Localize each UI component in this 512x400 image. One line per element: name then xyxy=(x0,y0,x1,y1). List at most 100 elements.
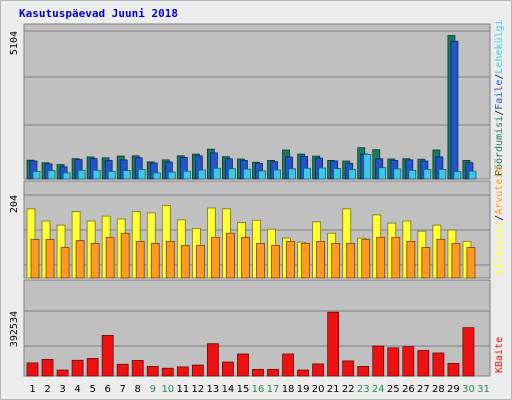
bar-day-9-series-2 xyxy=(150,243,160,279)
bar-day-6-series-3 xyxy=(107,171,116,180)
bar-day-16-series-3 xyxy=(258,170,266,180)
bar-day-20-series-2 xyxy=(316,240,326,279)
bar-day-12-series-3 xyxy=(197,169,206,180)
bar-day-13-series-3 xyxy=(212,167,221,180)
x-tick-label: 29 xyxy=(447,384,460,395)
bar-day-28-series-3 xyxy=(438,169,447,180)
x-tick-label: 3 xyxy=(59,384,65,395)
bar-day-29-series-3 xyxy=(453,171,462,180)
bar-day-22-series-2 xyxy=(346,243,356,279)
x-tick-label: 16 xyxy=(252,384,265,395)
legend-entry-3: Arvuteid xyxy=(494,167,505,215)
bar-day-10-series-1 xyxy=(161,367,174,377)
bar-day-19-series-3 xyxy=(303,167,311,180)
x-tick-label: 1 xyxy=(29,384,35,395)
bar-day-9-series-3 xyxy=(152,172,161,180)
bar-day-19-series-1 xyxy=(297,369,309,377)
bar-day-26-series-1 xyxy=(402,346,415,377)
bar-day-6-series-1 xyxy=(101,335,114,377)
bar-day-27-series-1 xyxy=(417,350,430,377)
y-tick-label: 5104 xyxy=(9,31,20,55)
bar-day-16-series-1 xyxy=(252,368,264,377)
bar-day-3-series-2 xyxy=(60,247,70,279)
bar-day-24-series-3 xyxy=(378,167,387,180)
x-tick-label: 27 xyxy=(417,384,430,395)
bar-day-24-series-1 xyxy=(372,345,385,377)
bar-day-21-series-2 xyxy=(331,243,341,279)
legend-entry-1: KBaite xyxy=(494,337,505,373)
bar-day-25-series-1 xyxy=(387,347,400,377)
legend-entry-4: / xyxy=(494,74,505,80)
bar-day-3-series-1 xyxy=(56,369,69,377)
legend-entry-5: Lehekülgi xyxy=(494,19,505,73)
bar-day-6-series-2 xyxy=(105,236,115,279)
bar-day-20-series-3 xyxy=(318,167,327,180)
x-tick-label: 15 xyxy=(237,384,250,395)
x-tick-label: 11 xyxy=(176,384,189,395)
bar-day-11-series-2 xyxy=(180,245,190,279)
bar-day-27-series-3 xyxy=(423,169,432,180)
bar-day-23-series-1 xyxy=(357,365,370,377)
x-tick-label: 12 xyxy=(192,384,205,395)
chart-panel-3: 392534 KBaite xyxy=(9,279,505,377)
bar-day-12-series-2 xyxy=(195,245,205,279)
bar-day-18-series-3 xyxy=(288,168,296,180)
bar-day-27-series-2 xyxy=(421,247,431,279)
bar-day-22-series-3 xyxy=(348,169,357,180)
bar-day-8-series-3 xyxy=(137,169,146,180)
x-tick-label: 13 xyxy=(207,384,220,395)
x-tick-label: 25 xyxy=(387,384,400,395)
legend-entry-1: Pöördumisi xyxy=(494,116,505,176)
bar-day-10-series-3 xyxy=(167,171,176,180)
x-tick-label: 17 xyxy=(267,384,280,395)
plot-area xyxy=(23,23,491,180)
bar-day-19-series-2 xyxy=(301,243,310,279)
x-tick-label: 4 xyxy=(74,384,80,395)
bar-day-17-series-1 xyxy=(267,368,279,377)
x-tick-label: 5 xyxy=(89,384,95,395)
bar-day-7-series-2 xyxy=(120,232,130,279)
bar-day-12-series-1 xyxy=(191,364,204,377)
bar-day-9-series-1 xyxy=(146,365,159,377)
x-tick-label: 7 xyxy=(120,384,126,395)
x-tick-label: 31 xyxy=(477,384,490,395)
bar-day-23-series-3 xyxy=(363,153,372,180)
legend-label: Pöördumisi/Faile/Lehekülgi xyxy=(494,19,505,176)
bar-day-8-series-2 xyxy=(135,240,145,279)
bar-day-29-series-2 xyxy=(450,40,459,180)
bar-day-21-series-1 xyxy=(327,311,340,377)
bar-day-13-series-2 xyxy=(210,236,220,279)
bar-day-22-series-1 xyxy=(342,360,355,377)
bar-day-18-series-2 xyxy=(286,240,295,279)
bar-day-7-series-1 xyxy=(116,363,129,377)
y-tick-label: 204 xyxy=(9,195,20,213)
bar-day-17-series-2 xyxy=(271,245,280,279)
bar-day-5-series-2 xyxy=(90,243,100,279)
bar-day-25-series-3 xyxy=(393,168,402,180)
legend-entry-3: Faile xyxy=(494,80,505,110)
bar-day-5-series-1 xyxy=(86,358,99,377)
bar-day-7-series-3 xyxy=(122,170,131,180)
bar-day-20-series-1 xyxy=(312,363,325,377)
bar-day-4-series-2 xyxy=(75,240,85,279)
bar-day-23-series-2 xyxy=(361,238,371,279)
bar-day-4-series-3 xyxy=(77,169,86,180)
bar-day-1-series-1 xyxy=(26,362,39,377)
legend-label: KBaite xyxy=(494,337,505,373)
bar-day-14-series-1 xyxy=(222,361,234,377)
x-tick-label: 14 xyxy=(222,384,235,395)
y-tick-label: 392534 xyxy=(9,311,20,347)
bar-day-26-series-3 xyxy=(408,169,417,180)
x-tick-label: 23 xyxy=(357,384,370,395)
bar-day-1-series-3 xyxy=(32,171,41,180)
bar-day-29-series-1 xyxy=(447,363,460,377)
bar-day-8-series-1 xyxy=(131,360,144,377)
bar-day-28-series-2 xyxy=(436,238,446,279)
legend-entry-1: Külastusi xyxy=(494,221,505,275)
bar-day-10-series-2 xyxy=(165,240,175,279)
bar-day-25-series-2 xyxy=(391,236,401,279)
bar-day-18-series-1 xyxy=(282,353,294,377)
chart-panel-2: 204 Külastusi/Arvuteid xyxy=(9,167,505,279)
